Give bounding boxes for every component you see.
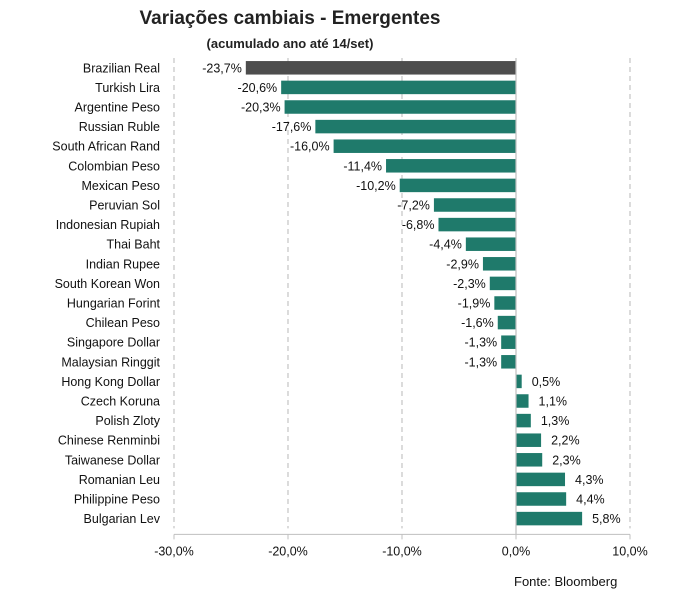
value-label-22: 4,4% [576, 493, 605, 507]
bar-5 [386, 159, 516, 173]
value-label-19: 2,2% [551, 434, 580, 448]
value-label-20: 2,3% [552, 453, 581, 467]
value-label-23: 5,8% [592, 512, 621, 526]
bar-23 [516, 511, 583, 526]
category-label-4: South African Rand [52, 140, 160, 154]
value-label-9: -4,4% [429, 238, 462, 252]
x-tick-label-3: 0,0% [502, 544, 531, 558]
bar-0 [245, 61, 516, 75]
value-label-13: -1,6% [461, 316, 494, 330]
value-label-18: 1,3% [541, 414, 570, 428]
value-label-0: -23,7% [202, 61, 242, 75]
bar-3 [315, 119, 516, 134]
category-label-8: Indonesian Rupiah [56, 218, 160, 232]
bar-9 [465, 237, 516, 251]
value-label-8: -6,8% [402, 218, 435, 232]
value-label-16: 0,5% [532, 375, 561, 389]
bar-11 [489, 276, 516, 291]
category-label-16: Hong Kong Dollar [61, 375, 160, 389]
category-label-3: Russian Ruble [79, 120, 160, 134]
value-label-10: -2,9% [446, 257, 479, 271]
category-label-21: Romanian Leu [79, 473, 160, 487]
bar-13 [497, 315, 516, 330]
value-label-12: -1,9% [458, 297, 491, 311]
category-label-5: Colombian Peso [68, 159, 160, 173]
bar-10 [482, 257, 516, 271]
bar-21 [516, 472, 566, 487]
bar-12 [494, 296, 516, 310]
category-label-20: Taiwanese Dollar [65, 453, 160, 467]
chart-subtitle: (acumulado ano até 14/set) [206, 36, 374, 51]
value-label-14: -1,3% [465, 336, 498, 350]
category-label-11: South Korean Won [55, 277, 160, 291]
x-tick-label-2: -10,0% [382, 544, 422, 558]
category-label-0: Brazilian Real [83, 61, 160, 75]
value-label-3: -17,6% [272, 120, 312, 134]
category-label-15: Malaysian Ringgit [61, 355, 160, 369]
x-tick-label-0: -30,0% [154, 544, 194, 558]
category-label-9: Thai Baht [106, 238, 160, 252]
category-label-18: Polish Zloty [95, 414, 160, 428]
bar-2 [284, 100, 516, 114]
bar-19 [516, 433, 542, 447]
bar-14 [501, 335, 516, 349]
category-label-14: Singapore Dollar [67, 336, 160, 350]
bar-17 [516, 394, 529, 408]
category-label-6: Mexican Peso [81, 179, 160, 193]
category-label-2: Argentine Peso [75, 101, 161, 115]
value-label-2: -20,3% [241, 101, 281, 115]
category-label-17: Czech Koruna [81, 395, 160, 409]
category-label-13: Chilean Peso [86, 316, 160, 330]
value-label-11: -2,3% [453, 277, 486, 291]
chart-title: Variações cambiais - Emergentes [139, 8, 441, 29]
bar-8 [438, 217, 516, 232]
source-note: Fonte: Bloomberg [514, 574, 618, 589]
bar-16 [516, 374, 522, 389]
bar-4 [333, 139, 516, 153]
value-label-6: -10,2% [356, 179, 396, 193]
value-label-5: -11,4% [343, 159, 382, 173]
bar-1 [281, 80, 516, 95]
bar-6 [399, 178, 516, 193]
category-label-10: Indian Rupee [86, 257, 160, 271]
value-label-1: -20,6% [238, 81, 278, 95]
bar-18 [516, 413, 531, 428]
value-label-21: 4,3% [575, 473, 604, 487]
bar-15 [501, 355, 516, 369]
category-label-7: Peruvian Sol [89, 199, 160, 213]
category-label-19: Chinese Renminbi [58, 434, 160, 448]
value-label-7: -7,2% [397, 199, 430, 213]
category-label-1: Turkish Lira [95, 81, 160, 95]
x-tick-label-4: 10,0% [612, 544, 647, 558]
x-tick-label-1: -20,0% [268, 544, 308, 558]
category-label-12: Hungarian Forint [67, 297, 161, 311]
value-label-4: -16,0% [290, 140, 330, 154]
category-label-23: Bulgarian Lev [84, 512, 161, 526]
value-label-17: 1,1% [539, 395, 568, 409]
value-label-15: -1,3% [465, 355, 498, 369]
category-label-22: Philippine Peso [74, 493, 160, 507]
bar-20 [516, 453, 543, 467]
bar-22 [516, 492, 567, 506]
bar-7 [433, 198, 516, 212]
